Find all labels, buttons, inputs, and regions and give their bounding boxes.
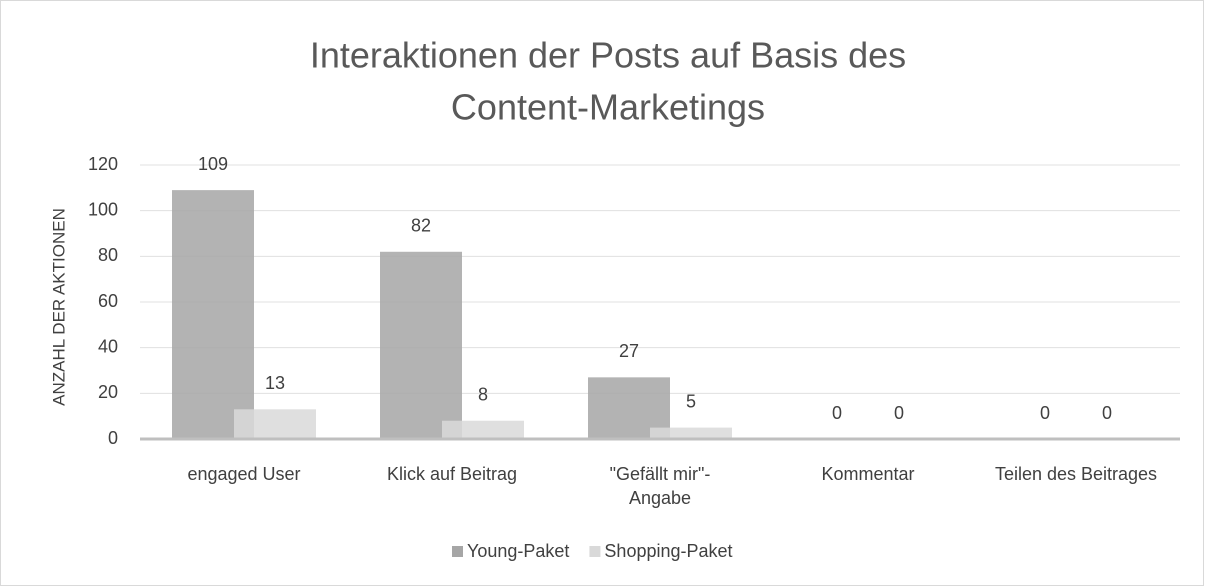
data-label: 0 bbox=[1040, 403, 1050, 423]
bar bbox=[234, 409, 316, 439]
data-label: 0 bbox=[832, 403, 842, 423]
x-tick-label: Klick auf Beitrag bbox=[386, 464, 518, 484]
chart-title: Content-Marketings bbox=[451, 87, 765, 128]
legend-swatch bbox=[589, 546, 601, 557]
bar bbox=[172, 190, 254, 439]
legend-label: Shopping-Paket bbox=[604, 541, 732, 561]
bar bbox=[442, 420, 524, 439]
data-label: 27 bbox=[619, 341, 639, 361]
y-tick-label: 100 bbox=[88, 199, 118, 219]
bar bbox=[650, 427, 732, 439]
data-label: 0 bbox=[894, 403, 904, 423]
y-axis-title: ANZAHL DER AKTIONEN bbox=[49, 208, 68, 406]
y-tick-label: 40 bbox=[98, 336, 118, 356]
x-tick-label: engaged User bbox=[187, 464, 301, 484]
data-label: 0 bbox=[1102, 403, 1112, 423]
chart-title: Interaktionen der Posts auf Basis des bbox=[310, 35, 906, 76]
data-label: 13 bbox=[265, 373, 285, 393]
y-tick-label: 80 bbox=[98, 245, 118, 265]
x-tick-label: Teilen des Beitrages bbox=[994, 464, 1158, 484]
y-tick-label: 20 bbox=[98, 382, 118, 402]
legend-label: Young-Paket bbox=[467, 541, 569, 561]
bar bbox=[380, 251, 462, 439]
data-label: 109 bbox=[198, 154, 228, 174]
legend-swatch bbox=[452, 546, 463, 557]
data-label: 5 bbox=[686, 391, 696, 411]
y-tick-label: 0 bbox=[108, 428, 118, 448]
data-label: 82 bbox=[411, 216, 431, 236]
y-tick-label: 60 bbox=[98, 291, 118, 311]
x-tick-label: Kommentar bbox=[821, 464, 915, 484]
x-tick-label: "Gefällt mir"- Angabe bbox=[609, 464, 711, 508]
data-label: 8 bbox=[478, 384, 488, 404]
y-tick-label: 120 bbox=[88, 154, 118, 174]
